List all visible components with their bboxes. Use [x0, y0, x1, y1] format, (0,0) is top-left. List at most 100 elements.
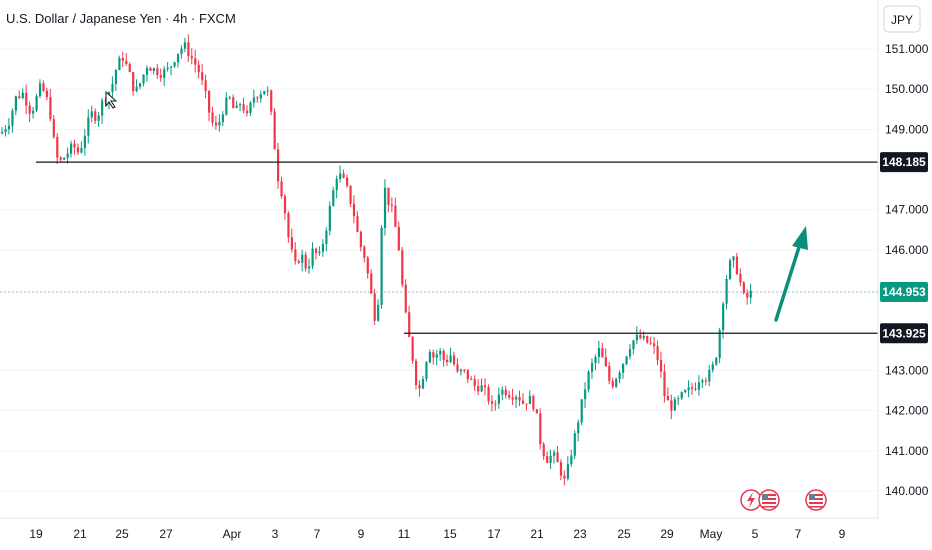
candle-body: [432, 352, 435, 358]
x-tick-label: 27: [159, 527, 173, 541]
x-tick-label: 25: [115, 527, 129, 541]
candle-body: [739, 273, 742, 283]
candle-body: [42, 83, 45, 91]
level-label: 148.185: [882, 155, 926, 169]
candle-body: [173, 62, 176, 67]
candle-body: [325, 230, 328, 245]
candle-body: [142, 74, 145, 84]
candle-body: [14, 96, 17, 111]
candle-body: [311, 248, 314, 267]
lightning-icon[interactable]: [740, 489, 762, 511]
candle-body: [242, 104, 245, 111]
candle-body: [294, 249, 297, 261]
candle-body: [490, 401, 494, 404]
candle-body: [435, 354, 438, 358]
candle-body: [121, 58, 124, 61]
candle-body: [339, 173, 342, 179]
candle-body: [528, 396, 532, 405]
candle-body: [45, 90, 49, 98]
candle-body: [542, 444, 545, 456]
candle-body: [559, 462, 563, 476]
y-tick-label: 146.000: [885, 243, 929, 257]
candle-body: [259, 94, 262, 99]
candle-body: [566, 464, 569, 479]
candle-body: [494, 403, 497, 405]
candle-body: [553, 452, 556, 456]
candle-body: [263, 91, 266, 95]
candle-body: [80, 148, 83, 153]
candle-body: [87, 117, 90, 136]
candle-body: [245, 110, 249, 114]
candle-body: [415, 360, 418, 385]
candle-body: [301, 254, 304, 263]
candle-body: [221, 114, 224, 123]
candle-body: [442, 350, 445, 360]
x-tick-label: 9: [358, 527, 365, 541]
candle-body: [642, 335, 645, 339]
candle-body: [135, 86, 138, 92]
x-tick-label: 3: [272, 527, 279, 541]
candle-body: [359, 231, 362, 248]
candle-body: [235, 105, 238, 109]
us-flag-icon[interactable]: [758, 489, 780, 511]
x-tick-label: 15: [443, 527, 457, 541]
candle-body: [439, 350, 442, 355]
candle-body: [428, 352, 431, 363]
candle-body: [97, 115, 100, 121]
y-tick-label: 141.000: [885, 444, 929, 458]
candle-body: [21, 92, 24, 99]
grid: [0, 48, 878, 492]
us-flag-icon[interactable]: [805, 489, 827, 511]
x-tick-label: 23: [573, 527, 587, 541]
candle-body: [401, 250, 404, 285]
x-tick-label: 21: [73, 527, 87, 541]
candle-body: [470, 378, 473, 380]
candle-body: [587, 371, 590, 390]
x-tick-label: Apr: [223, 527, 242, 541]
forecast-arrow-icon: [774, 226, 808, 322]
candle-body: [356, 216, 359, 232]
candle-body: [418, 384, 421, 389]
candle-body: [421, 378, 425, 389]
last-price-box: [880, 281, 928, 302]
candle-body: [635, 334, 638, 341]
candle-body: [742, 282, 745, 293]
levels: [0, 161, 878, 334]
candle-body: [297, 260, 300, 263]
candle-body: [487, 387, 490, 402]
x-tick-label: 17: [487, 527, 501, 541]
candle-body: [321, 244, 325, 252]
candle-body: [52, 119, 55, 137]
candle-body: [390, 204, 394, 206]
candle-body: [397, 226, 400, 251]
candle-body: [249, 102, 252, 114]
candle-body: [180, 48, 183, 54]
candle-body: [70, 143, 73, 154]
candle-body: [232, 97, 235, 109]
x-tick-label: 9: [839, 527, 846, 541]
candle-body: [611, 380, 614, 387]
candle-body: [646, 335, 649, 343]
currency-selector[interactable]: JPY: [883, 5, 921, 33]
candle-body: [101, 100, 104, 116]
candle-body: [701, 380, 704, 383]
y-tick-label: 142.000: [885, 404, 929, 418]
level-labels: 148.185 143.925 144.953: [880, 152, 928, 344]
candle-body: [639, 334, 642, 339]
candle-body: [308, 266, 311, 269]
candle-body: [380, 227, 383, 305]
candle-body: [549, 455, 552, 463]
x-tick-label: 21: [530, 527, 544, 541]
candle-body: [28, 105, 31, 114]
y-tick-label: 149.000: [885, 122, 929, 136]
y-tick-label: 143.000: [885, 363, 929, 377]
candle-body: [73, 143, 76, 148]
candle-body: [539, 413, 542, 445]
candle-body: [663, 371, 666, 397]
candle-body: [556, 452, 559, 463]
candle-body: [38, 83, 42, 97]
candle-body: [208, 90, 211, 113]
candle-body: [139, 83, 142, 87]
candle-body: [473, 379, 476, 387]
candle-body: [497, 394, 500, 404]
